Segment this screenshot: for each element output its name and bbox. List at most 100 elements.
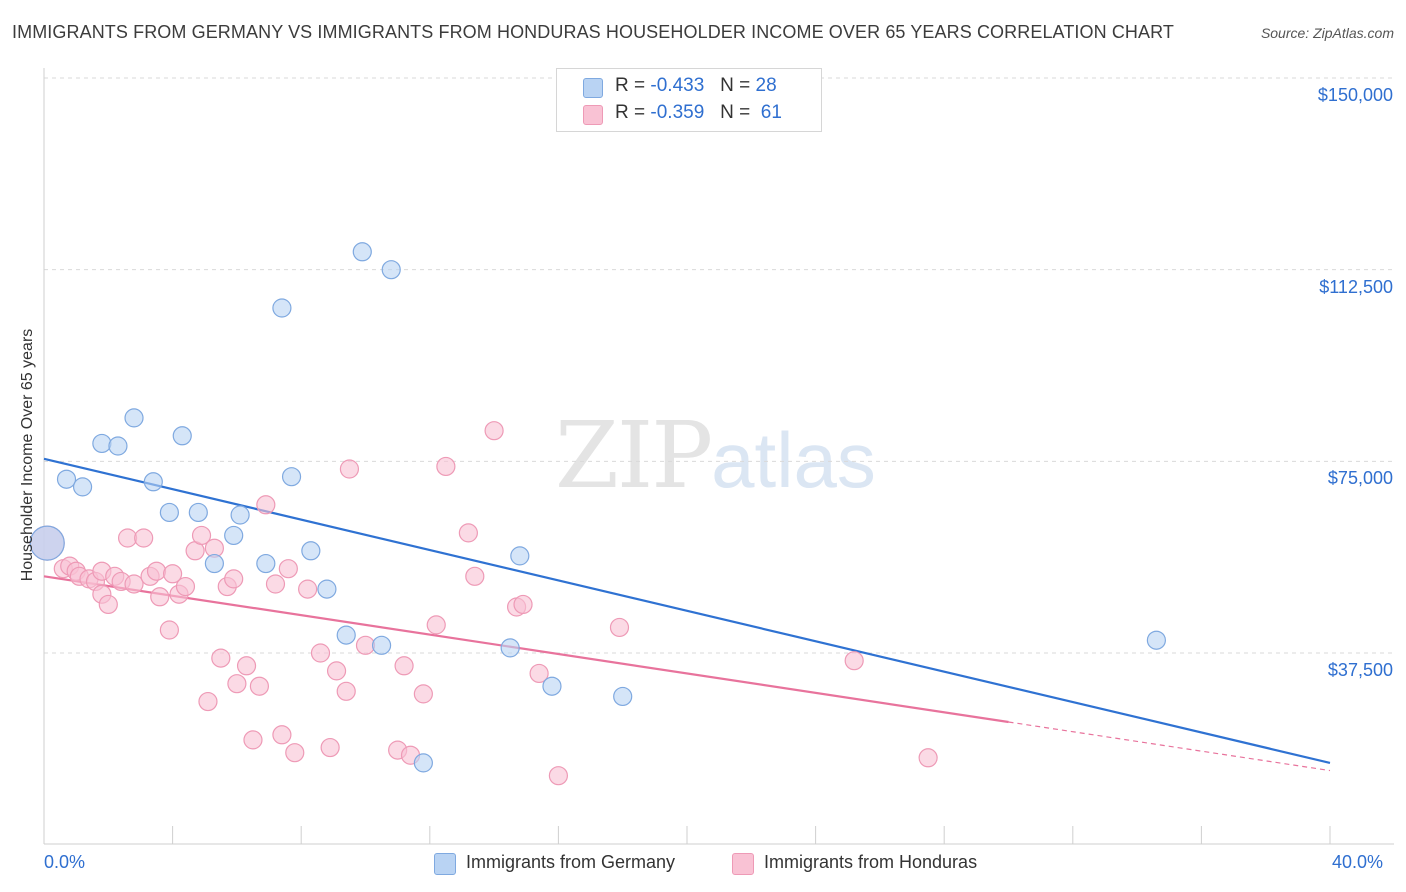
germany-point-13 bbox=[256, 553, 276, 574]
germany-point-10 bbox=[204, 553, 224, 574]
germany-point-7 bbox=[159, 502, 179, 523]
honduras-point-40 bbox=[320, 737, 340, 758]
honduras-point-55 bbox=[513, 594, 533, 615]
germany-point-25 bbox=[542, 676, 562, 696]
honduras-point-36 bbox=[278, 559, 298, 579]
honduras-point-28 bbox=[224, 569, 244, 589]
honduras-point-35 bbox=[272, 725, 292, 745]
y-axis-label: Householder Income Over 65 years bbox=[19, 328, 36, 582]
germany-point-21 bbox=[381, 260, 401, 280]
germany-swatch bbox=[583, 78, 603, 98]
bottom-honduras-label: Immigrants from Honduras bbox=[764, 852, 978, 872]
honduras-point-41 bbox=[326, 661, 347, 681]
honduras-point-17 bbox=[150, 587, 170, 607]
honduras-n-label: N = bbox=[720, 102, 751, 123]
chart-title: IMMIGRANTS FROM GERMANY VS IMMIGRANTS FR… bbox=[12, 22, 1174, 42]
germany-point-26 bbox=[613, 686, 633, 707]
honduras-point-9 bbox=[98, 594, 118, 615]
honduras-point-31 bbox=[243, 730, 263, 750]
germany-point-14 bbox=[272, 298, 292, 318]
honduras-n-value: 61 bbox=[760, 102, 782, 123]
honduras-point-38 bbox=[298, 579, 318, 599]
honduras-point-56 bbox=[529, 663, 549, 684]
honduras-points bbox=[29, 421, 938, 786]
honduras-point-32 bbox=[249, 676, 270, 696]
germany-point-5 bbox=[124, 408, 144, 428]
honduras-point-29 bbox=[227, 674, 247, 694]
honduras-point-30 bbox=[236, 656, 257, 676]
germany-point-23 bbox=[500, 638, 520, 658]
honduras-point-51 bbox=[458, 523, 478, 543]
germany-point-22 bbox=[413, 753, 433, 773]
germany-point-11 bbox=[224, 525, 244, 546]
correlation-legend: R = -0.433 N = 28 R = -0.359 N = 61 bbox=[556, 68, 822, 132]
honduras-trend-extension bbox=[1008, 721, 1331, 772]
germany-point-12 bbox=[230, 505, 250, 525]
germany-point-17 bbox=[317, 579, 337, 599]
grid-layer bbox=[44, 77, 1394, 654]
x-tick-label-max: 40.0% bbox=[1332, 852, 1384, 872]
honduras-point-46 bbox=[394, 656, 414, 676]
bottom-germany-label: Immigrants from Germany bbox=[466, 852, 676, 872]
germany-n-label: N = bbox=[720, 75, 751, 96]
honduras-point-48 bbox=[413, 684, 433, 704]
watermark-zip: ZIP bbox=[555, 402, 713, 509]
bottom-honduras-swatch bbox=[732, 853, 754, 875]
honduras-swatch bbox=[583, 105, 603, 125]
germany-point-1 bbox=[56, 469, 77, 489]
trend-layer bbox=[43, 457, 1331, 772]
germany-point-2 bbox=[72, 477, 93, 497]
honduras-point-53 bbox=[484, 421, 504, 441]
honduras-point-13 bbox=[124, 574, 144, 594]
germany-r-label: R = bbox=[615, 75, 646, 96]
germany-point-27 bbox=[1146, 630, 1166, 650]
honduras-point-23 bbox=[191, 525, 212, 546]
honduras-r-value: -0.359 bbox=[650, 102, 705, 123]
honduras-point-60 bbox=[918, 748, 938, 768]
germany-point-24 bbox=[510, 546, 530, 566]
germany-point-3 bbox=[92, 433, 112, 454]
honduras-point-26 bbox=[211, 648, 231, 668]
honduras-point-57 bbox=[548, 766, 569, 786]
honduras-point-16 bbox=[146, 561, 167, 581]
germany-point-20 bbox=[371, 635, 392, 655]
y-tick-label-3: $150,000 bbox=[1317, 85, 1393, 105]
germany-point-4 bbox=[108, 436, 128, 456]
honduras-point-12 bbox=[117, 528, 138, 548]
germany-points bbox=[29, 242, 1166, 773]
y-tick-label-2: $112,500 bbox=[1319, 276, 1393, 297]
honduras-point-39 bbox=[310, 643, 331, 663]
honduras-point-19 bbox=[163, 564, 183, 584]
honduras-point-58 bbox=[609, 617, 630, 638]
germany-trend-line bbox=[43, 457, 1331, 764]
honduras-point-49 bbox=[426, 615, 446, 635]
honduras-point-52 bbox=[465, 566, 485, 586]
honduras-point-59 bbox=[844, 651, 864, 671]
germany-point-0 bbox=[29, 525, 65, 561]
source-label: Source: ZipAtlas.com bbox=[1260, 25, 1394, 41]
bottom-germany-swatch bbox=[434, 853, 456, 875]
axis-layer bbox=[43, 68, 1394, 845]
germany-point-15 bbox=[281, 467, 302, 487]
honduras-point-44 bbox=[355, 635, 376, 655]
watermark: ZIPatlas bbox=[555, 402, 876, 509]
y-tick-label-1: $75,000 bbox=[1327, 468, 1393, 489]
germany-point-18 bbox=[336, 625, 356, 645]
germany-n-value: 28 bbox=[755, 75, 777, 96]
germany-point-16 bbox=[301, 541, 321, 561]
honduras-point-50 bbox=[436, 456, 456, 477]
watermark-atlas: atlas bbox=[711, 416, 876, 504]
honduras-point-21 bbox=[175, 576, 196, 597]
honduras-point-24 bbox=[198, 691, 218, 712]
x-tick-label-min: 0.0% bbox=[44, 852, 86, 872]
honduras-point-18 bbox=[159, 620, 179, 640]
germany-point-8 bbox=[172, 426, 192, 446]
germany-point-9 bbox=[188, 502, 208, 523]
germany-r-value: -0.433 bbox=[650, 75, 705, 96]
germany-point-6 bbox=[143, 472, 163, 492]
honduras-point-42 bbox=[336, 681, 356, 701]
honduras-point-34 bbox=[265, 574, 286, 594]
honduras-point-43 bbox=[339, 459, 360, 479]
y-tick-label-0: $37,500 bbox=[1327, 660, 1393, 680]
